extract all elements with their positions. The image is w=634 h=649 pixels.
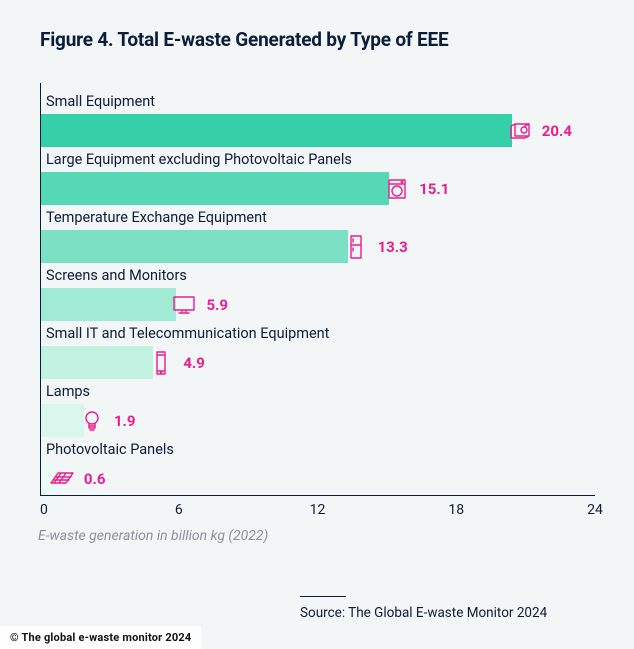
x-axis-line — [40, 495, 595, 496]
chart-row: Small IT and Telecommunication Equipment… — [40, 321, 594, 379]
y-axis-line — [40, 83, 41, 496]
bar-wrap: 20.4 — [40, 114, 594, 147]
bar-value: 1.9 — [114, 412, 136, 430]
bar-wrap: 13.3 — [40, 230, 594, 263]
chart-row: Temperature Exchange Equipment 13.3 — [40, 205, 594, 263]
bar — [40, 172, 389, 205]
x-tick: 6 — [175, 502, 183, 518]
bar-wrap: 1.9 — [40, 404, 594, 437]
monitor-icon — [170, 291, 198, 319]
bar — [40, 346, 153, 379]
source-text: Source: The Global E-waste Monitor 2024 — [300, 605, 547, 621]
chart-row: Small Equipment 20.4 — [40, 89, 594, 147]
bulb-icon — [78, 407, 106, 435]
chart-row: Screens and Monitors 5.9 — [40, 263, 594, 321]
bar-value: 15.1 — [419, 180, 449, 198]
chart-row: Lamps 1.9 — [40, 379, 594, 437]
bar-label: Photovoltaic Panels — [40, 437, 594, 462]
x-tick: 0 — [40, 502, 48, 518]
x-tick: 24 — [587, 502, 603, 518]
panel-icon — [48, 465, 76, 493]
bar-chart: Small Equipment 20.4 Large Equipment exclu… — [40, 83, 594, 496]
source-divider — [300, 596, 346, 597]
x-tick: 18 — [448, 502, 464, 518]
bar-wrap: 15.1 — [40, 172, 594, 205]
bar-label: Small IT and Telecommunication Equipment — [40, 321, 594, 346]
bar-label: Screens and Monitors — [40, 263, 594, 288]
bar-label: Lamps — [40, 379, 594, 404]
bar-value: 0.6 — [84, 470, 106, 488]
x-axis-label: E-waste generation in billion kg (2022) — [38, 528, 594, 544]
figure-container: Figure 4. Total E-waste Generated by Typ… — [0, 0, 634, 649]
phone-icon — [147, 349, 175, 377]
chart-row: Large Equipment excluding Photovoltaic P… — [40, 147, 594, 205]
bar-value: 5.9 — [206, 296, 228, 314]
copyright-badge: © The global e-waste monitor 2024 — [0, 626, 201, 649]
bar-label: Temperature Exchange Equipment — [40, 205, 594, 230]
bar — [40, 114, 512, 147]
chart-row: Photovoltaic Panels 0.6 — [40, 437, 594, 495]
bar-value: 13.3 — [378, 238, 408, 256]
bar-wrap: 5.9 — [40, 288, 594, 321]
bar — [40, 230, 348, 263]
x-tick: 12 — [310, 502, 326, 518]
bar-value: 20.4 — [542, 122, 572, 140]
x-axis: 06121824 — [40, 495, 594, 496]
bar-wrap: 4.9 — [40, 346, 594, 379]
bar-value: 4.9 — [183, 354, 205, 372]
bar — [40, 288, 176, 321]
camera-icon — [506, 117, 534, 145]
fridge-icon — [342, 233, 370, 261]
bar-wrap: 0.6 — [40, 462, 594, 495]
washer-icon — [383, 175, 411, 203]
source-block: Source: The Global E-waste Monitor 2024 — [300, 576, 547, 621]
chart-title: Figure 4. Total E-waste Generated by Typ… — [40, 28, 594, 51]
bar-label: Small Equipment — [40, 89, 594, 114]
bar-label: Large Equipment excluding Photovoltaic P… — [40, 147, 594, 172]
